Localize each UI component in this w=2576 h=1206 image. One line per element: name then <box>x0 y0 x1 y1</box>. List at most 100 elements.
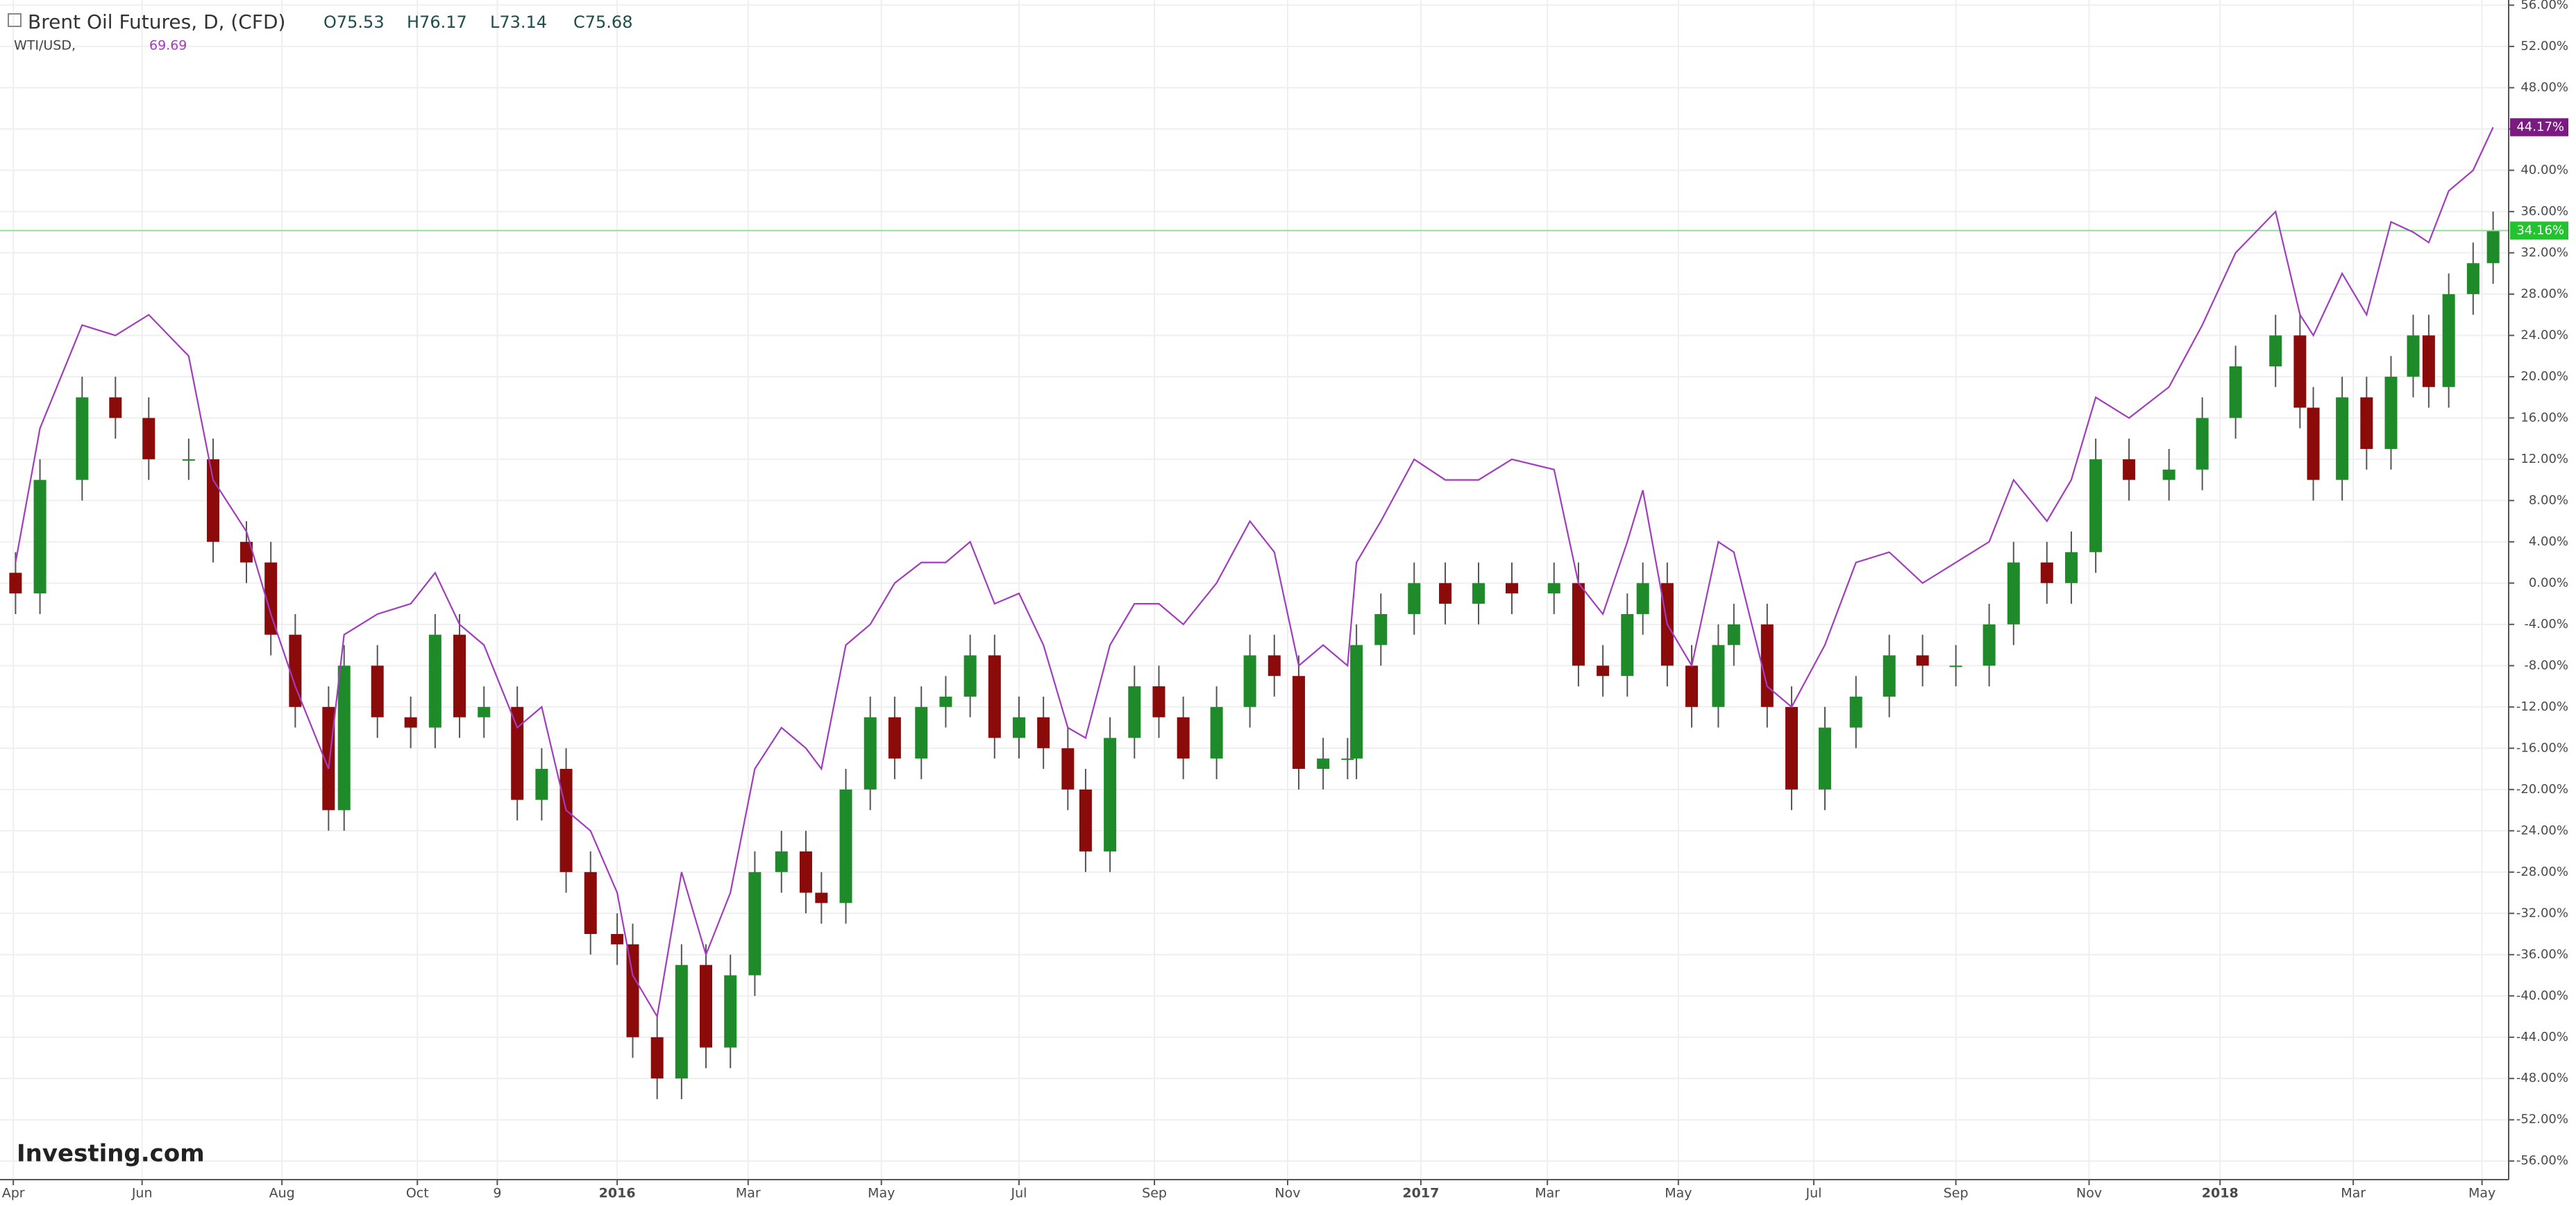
y-tick-label: 52.00% <box>2520 39 2568 53</box>
candle-body <box>2422 335 2435 387</box>
candle-body <box>1128 686 1141 738</box>
candle-body <box>1210 706 1223 759</box>
price-label-box <box>2510 118 2568 137</box>
candle-body <box>322 706 335 810</box>
candle-body <box>76 397 89 480</box>
y-tick-label: 16.00% <box>2520 410 2568 425</box>
candle-body <box>404 717 417 728</box>
candle-body <box>2162 469 2175 480</box>
candle-body <box>700 965 713 1048</box>
price-label-box <box>2510 221 2568 240</box>
candle-body <box>963 655 977 697</box>
x-tick-label: Apr <box>2 1186 25 1201</box>
candle-body <box>2336 397 2349 480</box>
y-tick-label: -52.00% <box>2516 1112 2568 1127</box>
candle-body <box>207 459 220 542</box>
y-tick-label: -16.00% <box>2516 740 2568 755</box>
candle-body <box>864 717 877 790</box>
candle-body <box>1949 665 1962 668</box>
candle-body <box>988 655 1001 738</box>
x-tick-label: Jul <box>1805 1186 1821 1201</box>
candle-body <box>559 769 573 872</box>
candle-body <box>1621 613 1634 677</box>
x-tick-label: Jun <box>131 1186 153 1201</box>
candle-body <box>142 418 155 459</box>
candle-body <box>1439 583 1452 604</box>
plot <box>0 126 2509 1099</box>
candle-body <box>1079 789 1092 852</box>
candle-body <box>511 706 524 800</box>
candle-body <box>611 934 624 944</box>
y-tick-label: -32.00% <box>2516 906 2568 920</box>
candle-body <box>1177 717 1190 759</box>
candle-body <box>478 706 491 717</box>
y-tick-label: -48.00% <box>2516 1071 2568 1085</box>
candle-body <box>2442 294 2455 387</box>
candle-body <box>650 1037 664 1079</box>
candle-body <box>1916 655 1929 666</box>
x-tick-label: Oct <box>406 1186 429 1201</box>
candle-body <box>1818 727 1831 790</box>
y-tick-label: 12.00% <box>2520 452 2568 466</box>
candle-body <box>584 872 597 935</box>
candle-body <box>1472 583 1485 604</box>
x-tick-label: Aug <box>269 1186 295 1201</box>
candle-body <box>2040 562 2053 584</box>
candle-body <box>1982 624 1996 666</box>
y-tick-label: -8.00% <box>2524 658 2568 672</box>
y-tick-label: -24.00% <box>2516 823 2568 838</box>
candle-body <box>2089 459 2103 552</box>
candle-body <box>1408 583 1421 614</box>
candle-body <box>1243 655 1256 707</box>
candle-body <box>9 572 22 594</box>
candle-body <box>33 479 47 594</box>
candle-body <box>1760 624 1774 707</box>
candle-body <box>1104 738 1117 852</box>
x-tick-label: Mar <box>1535 1186 1560 1201</box>
x-tick-label: May <box>2468 1186 2495 1201</box>
x-tick-label: May <box>1665 1186 1692 1201</box>
candle-body <box>2269 335 2282 366</box>
candle-body <box>1547 583 1560 594</box>
y-tick-label: 4.00% <box>2529 534 2568 549</box>
candle-body <box>815 892 828 903</box>
y-tick-label: 28.00% <box>2520 287 2568 301</box>
x-tick-label: 2017 <box>1402 1186 1439 1201</box>
candle-body <box>1350 645 1363 759</box>
y-tick-label: -44.00% <box>2516 1030 2568 1044</box>
collapse-icon[interactable] <box>8 13 22 27</box>
candle-body <box>1505 583 1518 594</box>
candle-body <box>2466 263 2480 294</box>
candle-body <box>748 872 761 976</box>
x-tick-label: 2018 <box>2202 1186 2239 1201</box>
candle-body <box>2196 418 2209 470</box>
candle-body <box>289 634 302 707</box>
y-tick-label: -20.00% <box>2516 782 2568 797</box>
candle-body <box>839 789 852 903</box>
candle-body <box>2384 376 2398 449</box>
candle-body <box>1341 758 1354 761</box>
x-tick-label: 9 <box>493 1186 501 1201</box>
candle-body <box>1712 645 1725 707</box>
candle-body <box>109 397 122 418</box>
price-label: 34.16% <box>2516 223 2564 237</box>
x-tick-label: Mar <box>2341 1186 2366 1201</box>
candle-body <box>799 851 812 893</box>
candle-body <box>1152 686 1165 717</box>
candle-body <box>2293 335 2307 408</box>
y-tick-label: 20.00% <box>2520 369 2568 384</box>
candle-body <box>1268 655 1281 677</box>
x-tick-label: Mar <box>736 1186 761 1201</box>
candle-body <box>1292 676 1305 770</box>
x-tick-label: Nov <box>1274 1186 1300 1201</box>
series-last: 69.69 <box>149 38 187 53</box>
candle-body <box>1061 748 1075 790</box>
candle-body <box>1636 583 1649 614</box>
y-tick-label: -28.00% <box>2516 865 2568 879</box>
price-label: 44.17% <box>2516 119 2564 134</box>
candle-body <box>1037 717 1050 749</box>
y-tick-label: 40.00% <box>2520 162 2568 177</box>
candle-body <box>2064 552 2078 584</box>
